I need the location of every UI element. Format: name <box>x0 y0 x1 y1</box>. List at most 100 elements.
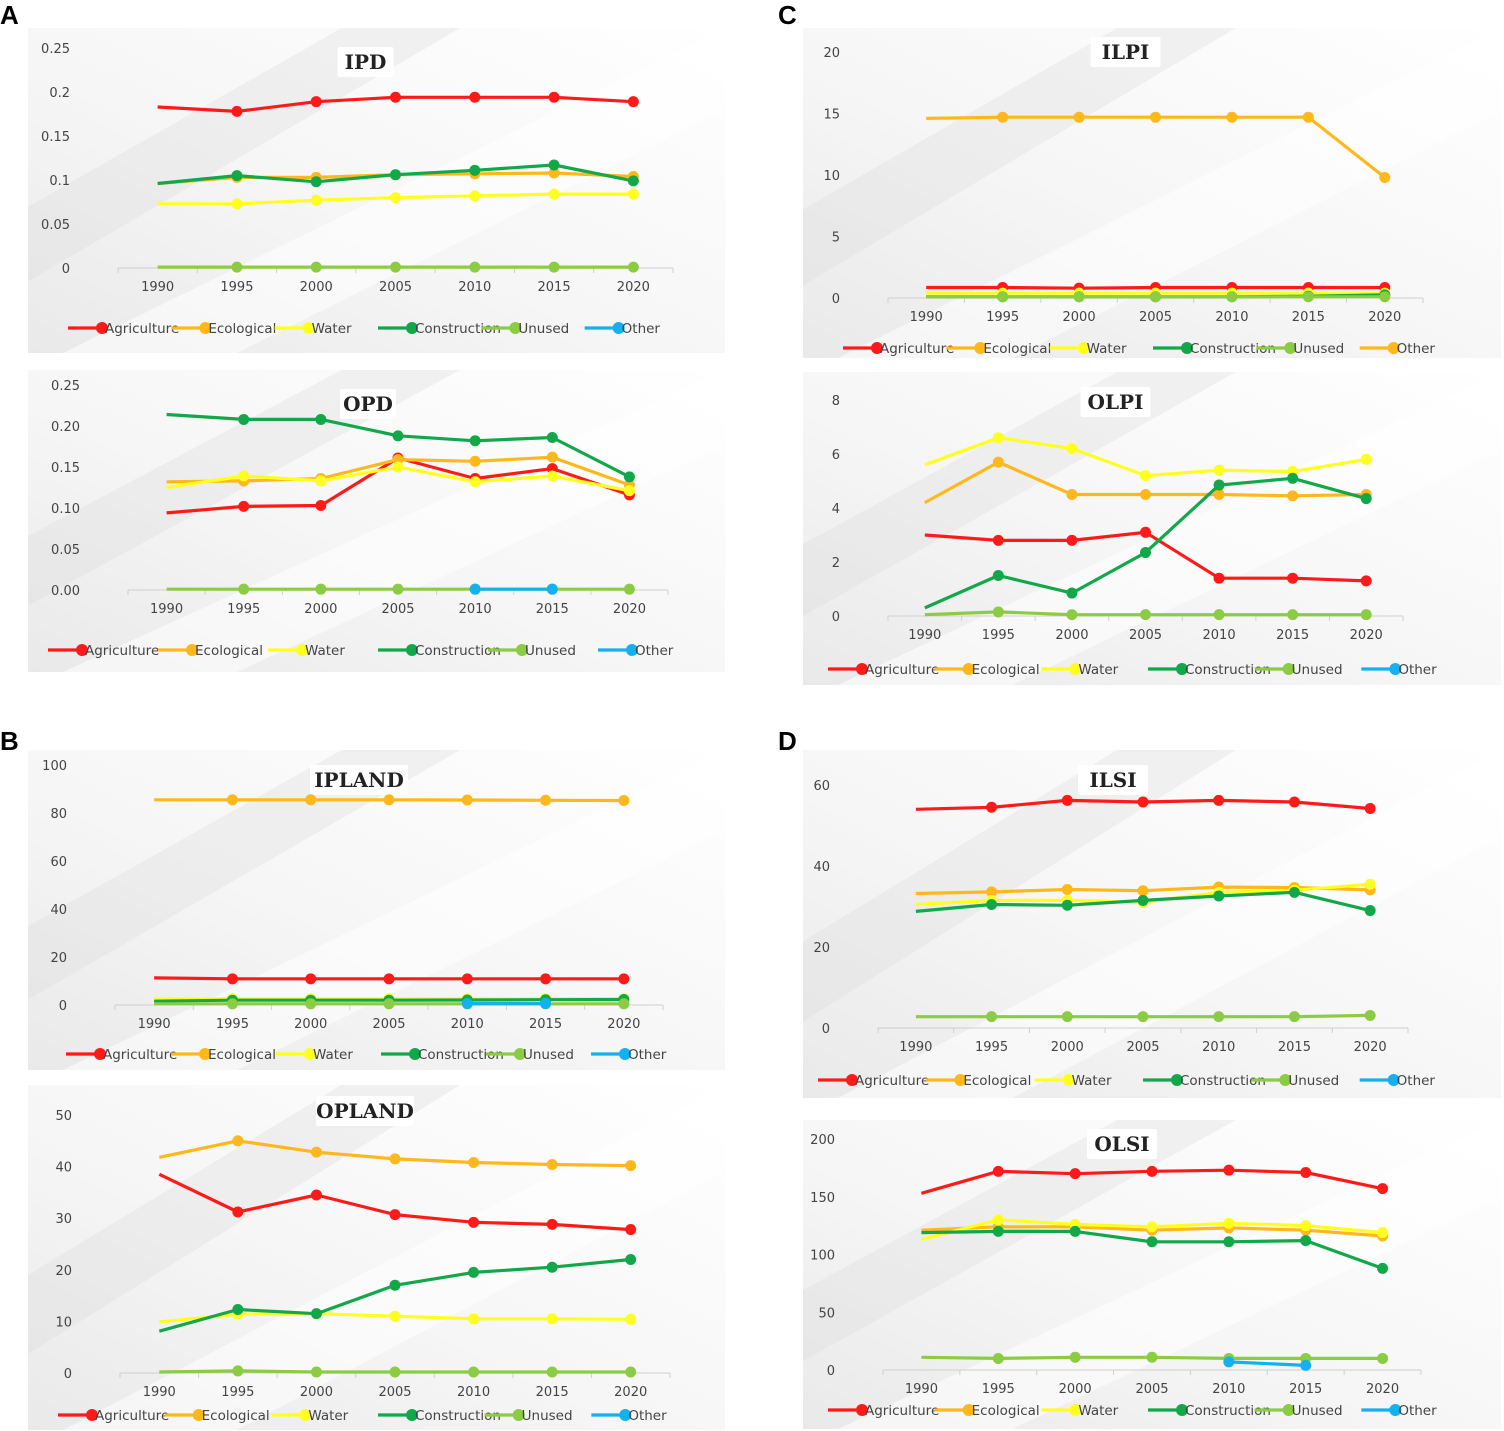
data-point-water <box>1213 464 1225 476</box>
data-point-construction <box>1066 587 1078 599</box>
y-tick-label: 0.1 <box>49 174 70 189</box>
chart-opd: 1990 1995 2000 2005 2010 2015 2020 0.00 0.05 0.10… <box>28 370 725 672</box>
data-point-ecological <box>1226 111 1238 123</box>
legend-marker-construction <box>1181 342 1193 354</box>
data-point-construction <box>469 435 481 447</box>
legend-label-ecological: Ecological <box>208 321 276 337</box>
data-point-unused <box>1287 609 1299 621</box>
data-point-unused <box>1213 609 1225 621</box>
chart-svg-ilsi: 1990 1995 2000 2005 2010 2015 2020 0 20 40 60 ILSI A… <box>803 750 1501 1098</box>
data-point-unused <box>238 583 250 595</box>
chart-olpi: 1990 1995 2000 2005 2010 2015 2020 0 2 4 6 8 OLPI Agr… <box>803 372 1501 685</box>
x-tick-label: 2010 <box>451 1017 484 1032</box>
data-point-agriculture <box>546 1218 558 1230</box>
data-point-construction <box>315 413 327 425</box>
data-point-agriculture <box>1213 794 1225 806</box>
legend-marker-ecological <box>974 342 987 354</box>
legend-label-construction: Construction <box>415 643 501 659</box>
x-tick-label: 2015 <box>1278 1040 1311 1055</box>
data-point-unused <box>392 583 404 595</box>
data-point-ecological <box>232 1135 244 1147</box>
x-tick-label: 2020 <box>1350 628 1383 643</box>
x-tick-label: 2005 <box>1129 628 1162 643</box>
chart-title: IPLAND <box>314 768 404 792</box>
x-tick-label: 1990 <box>910 310 943 325</box>
data-point-ecological <box>1140 489 1151 500</box>
legend-label-agriculture: Agriculture <box>105 321 179 337</box>
y-tick-label: 6 <box>832 448 840 463</box>
legend-label-unused: Unused <box>1292 1403 1343 1419</box>
x-tick-label: 2020 <box>1366 1382 1399 1397</box>
y-tick-label: 100 <box>42 759 67 774</box>
chart-ilsi: 1990 1995 2000 2005 2010 2015 2020 0 20 40 60 ILSI A… <box>803 750 1501 1098</box>
chart-title-box <box>1090 37 1161 67</box>
data-point-water <box>390 192 401 204</box>
legend-marker-agriculture <box>94 1048 106 1060</box>
data-point-ecological <box>1287 490 1299 502</box>
data-point-construction <box>468 1266 480 1278</box>
y-tick-label: 0.25 <box>51 379 80 394</box>
data-point-agriculture <box>1223 1164 1235 1176</box>
data-point-water <box>992 1214 1004 1226</box>
chart-title-box <box>310 765 408 795</box>
x-tick-label: 1995 <box>216 1017 249 1032</box>
y-tick-label: 8 <box>832 394 840 409</box>
data-point-water <box>468 1313 480 1325</box>
y-tick-label: 15 <box>823 108 840 123</box>
legend-marker-water <box>299 1409 312 1421</box>
legend-label-water: Water <box>305 643 345 659</box>
chart-svg-ilpi: 1990 1995 2000 2005 2010 2015 2020 0 5 10 15 20 ILPI… <box>803 28 1501 358</box>
data-point-water <box>1223 1217 1235 1229</box>
legend-marker-water <box>1077 342 1090 354</box>
data-point-agriculture <box>461 973 473 985</box>
legend-marker-other <box>626 644 638 656</box>
data-point-agriculture <box>1061 794 1073 806</box>
legend-marker-ecological <box>199 322 212 334</box>
data-point-construction <box>986 898 998 910</box>
x-tick-label: 2020 <box>607 1017 640 1032</box>
y-tick-label: 40 <box>813 860 830 875</box>
data-point-water <box>231 198 243 210</box>
data-point-water <box>238 470 250 482</box>
legend-marker-construction <box>1176 1404 1188 1416</box>
chart-title-box <box>1078 765 1148 795</box>
y-tick-label: 0 <box>822 1022 830 1037</box>
data-point-agriculture <box>1213 572 1225 584</box>
data-point-unused <box>1069 1351 1081 1363</box>
data-point-construction <box>548 159 560 171</box>
x-tick-label: 2000 <box>1055 628 1088 643</box>
data-point-water <box>469 476 481 488</box>
legend-marker-other <box>1389 1404 1402 1416</box>
data-point-ecological <box>986 886 998 898</box>
legend-label-agriculture: Agriculture <box>103 1047 177 1063</box>
legend-marker-other <box>1389 663 1402 675</box>
chart-svg-ipland: 1990 1995 2000 2005 2010 2015 2020 0 20 40 60 80 100… <box>28 750 725 1070</box>
data-point-unused <box>226 998 238 1010</box>
x-tick-label: 2010 <box>1202 1040 1235 1055</box>
legend-label-construction: Construction <box>1190 341 1276 357</box>
chart-background <box>803 372 1501 685</box>
chart-background <box>28 370 725 672</box>
legend-marker-agriculture <box>856 1404 868 1416</box>
chart-title-box <box>316 1096 414 1126</box>
data-point-agriculture <box>310 96 322 108</box>
x-tick-label: 2000 <box>1063 310 1096 325</box>
x-tick-label: 2000 <box>300 1385 333 1400</box>
legend-marker-other <box>619 1409 632 1421</box>
y-tick-label: 40 <box>50 903 67 918</box>
y-tick-label: 20 <box>50 951 67 966</box>
chart-title: IPD <box>345 50 387 74</box>
data-point-unused <box>1364 1009 1376 1021</box>
data-point-construction <box>392 430 404 442</box>
data-point-agriculture <box>231 105 243 117</box>
y-tick-label: 60 <box>813 779 830 794</box>
data-point-construction <box>231 170 243 182</box>
x-tick-label: 2005 <box>1135 1382 1168 1397</box>
data-point-agriculture <box>238 500 250 512</box>
legend-label-other: Other <box>628 1047 667 1063</box>
legend-marker-agriculture <box>76 644 88 656</box>
data-point-ecological <box>992 456 1004 468</box>
legend-marker-unused <box>512 1409 525 1421</box>
data-point-construction <box>1364 905 1376 917</box>
x-tick-label: 1990 <box>150 602 183 617</box>
